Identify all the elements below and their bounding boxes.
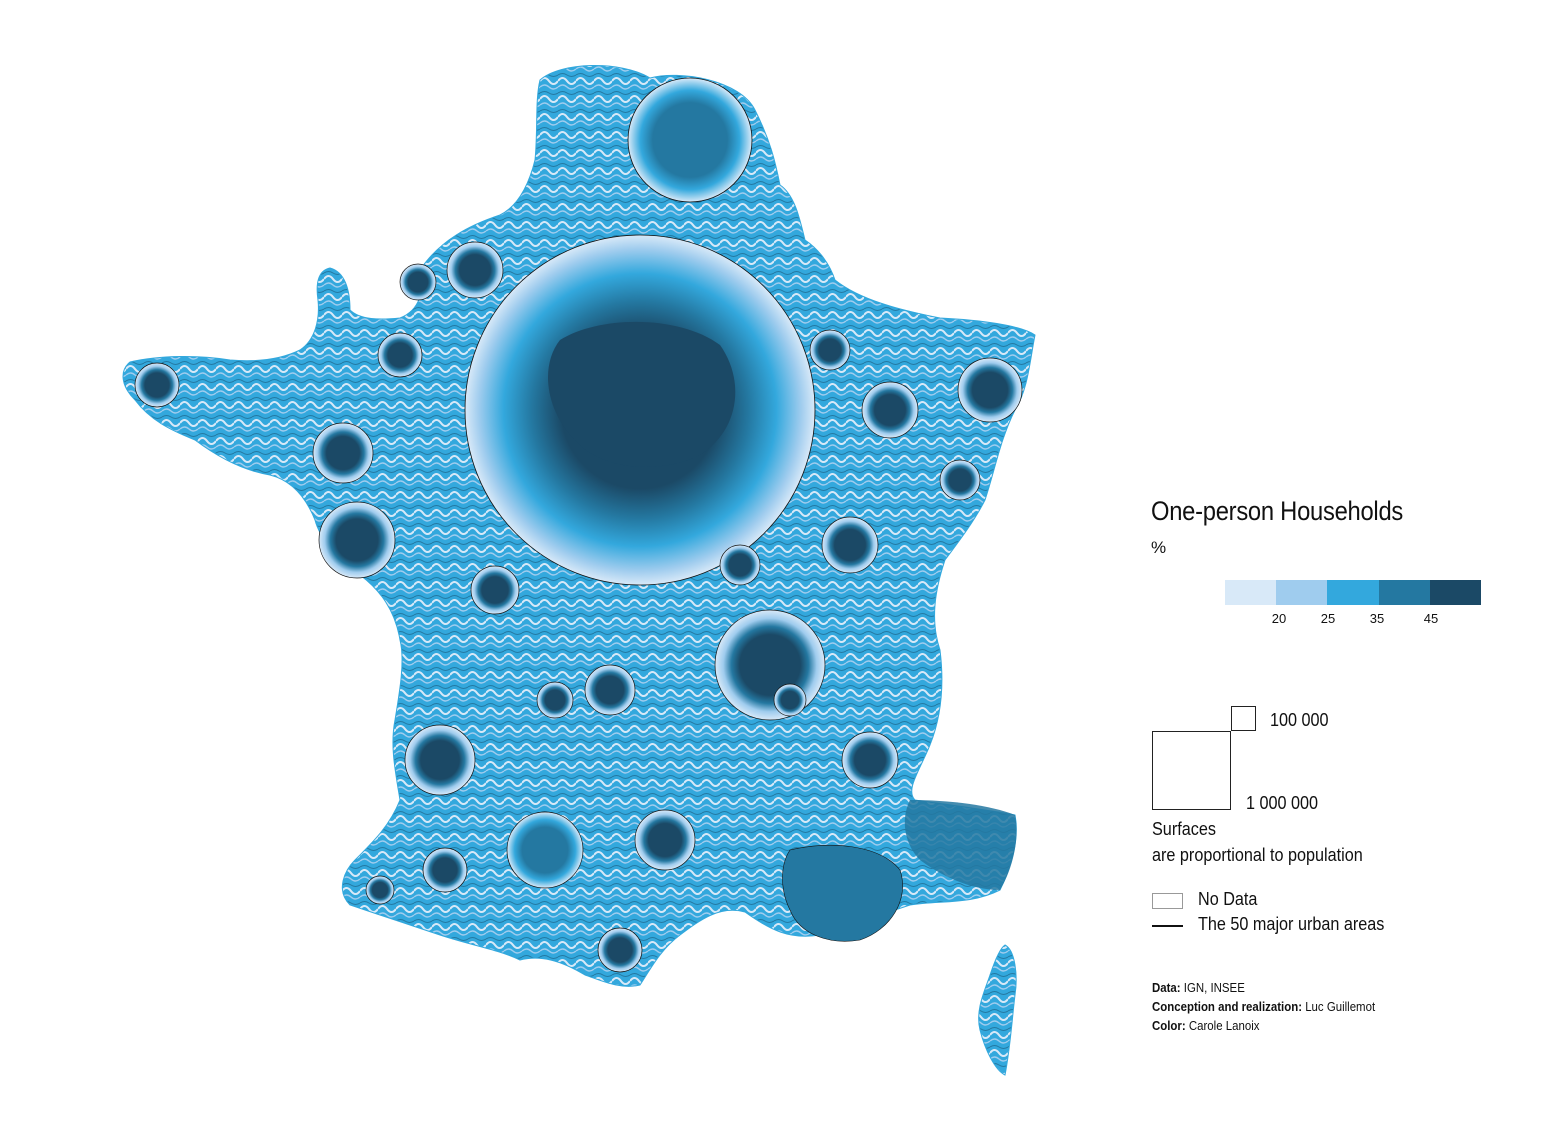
urban-area-bubble — [773, 683, 807, 717]
ramp-tick-25: 25 — [1320, 611, 1336, 626]
urban-areas-label: The 50 major urban areas — [1198, 914, 1385, 934]
credit-data: Data: IGN, INSEE — [1152, 980, 1245, 995]
ramp-swatch-5 — [1429, 580, 1481, 605]
credit-color: Color: Carole Lanoix — [1152, 1018, 1260, 1033]
urban-area-bubble — [422, 847, 468, 893]
urban-area-bubble — [714, 609, 826, 721]
lille-bubble — [627, 77, 753, 203]
urban-areas-line-symbol — [1152, 925, 1183, 927]
urban-area-bubble — [957, 357, 1023, 423]
color-ramp — [1225, 580, 1481, 605]
urban-area-bubble — [446, 241, 504, 299]
urban-area-bubble — [809, 329, 851, 371]
surfaces-note-line1: Surfaces — [1152, 819, 1216, 839]
paris-core — [548, 321, 736, 467]
urban-area-bubble — [506, 811, 584, 889]
urban-area-bubble — [536, 681, 574, 719]
ramp-tick-45: 45 — [1423, 611, 1439, 626]
urban-area-bubble — [719, 544, 761, 586]
urban-area-bubble — [312, 422, 374, 484]
legend-unit: % — [1151, 538, 1167, 557]
urban-area-bubble — [841, 731, 899, 789]
legend-title: One-person Households — [1151, 496, 1404, 526]
surfaces-note-line2: are proportional to population — [1152, 845, 1363, 865]
size-small-label: 100 000 — [1270, 710, 1329, 730]
nice-fan — [904, 800, 1017, 890]
marseille-fan — [782, 844, 903, 942]
ramp-swatch-1 — [1225, 580, 1277, 605]
no-data-swatch — [1152, 893, 1183, 909]
corsica-shape — [978, 944, 1017, 1076]
urban-area-bubble — [377, 332, 423, 378]
urban-area-bubble — [634, 809, 696, 871]
ramp-swatch-4 — [1378, 580, 1430, 605]
urban-area-bubble — [404, 724, 476, 796]
urban-area-bubble — [584, 664, 636, 716]
urban-area-bubble — [597, 927, 643, 973]
ramp-swatch-2 — [1276, 580, 1328, 605]
size-big-label: 1 000 000 — [1246, 793, 1319, 813]
ramp-tick-35: 35 — [1369, 611, 1385, 626]
urban-area-bubble — [399, 263, 437, 301]
urban-area-bubble — [861, 381, 919, 439]
size-square-big — [1152, 731, 1231, 810]
ramp-tick-20: 20 — [1271, 611, 1287, 626]
urban-area-bubble — [939, 459, 981, 501]
urban-area-bubble — [470, 565, 520, 615]
urban-area-bubble — [134, 362, 180, 408]
no-data-label: No Data — [1198, 889, 1258, 909]
credit-conception: Conception and realization: Luc Guillemo… — [1152, 999, 1376, 1014]
urban-area-bubble — [318, 501, 396, 579]
urban-area-bubble — [821, 516, 879, 574]
urban-area-bubble — [365, 875, 395, 905]
size-square-small — [1231, 706, 1256, 731]
ramp-swatch-3 — [1327, 580, 1379, 605]
